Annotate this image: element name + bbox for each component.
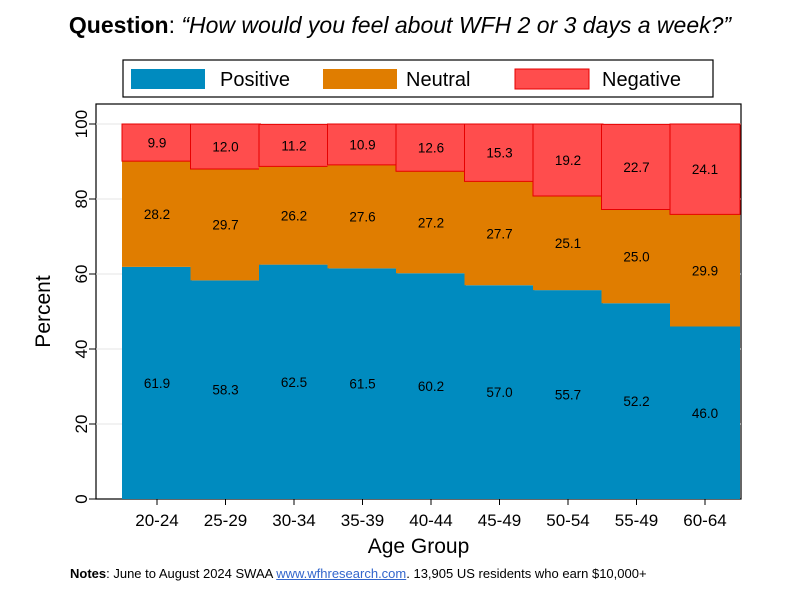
- y-tick-label: 100: [72, 110, 91, 138]
- y-tick-label: 60: [72, 265, 91, 284]
- y-tick-label: 0: [72, 494, 91, 503]
- data-label-neutral: 28.2: [144, 207, 170, 222]
- data-label-positive: 57.0: [486, 385, 512, 400]
- x-tick-label: 55-49: [615, 511, 658, 530]
- bar-segment-positive: [533, 290, 603, 499]
- bar-segment-positive: [327, 268, 398, 499]
- data-label-neutral: 27.2: [418, 215, 444, 230]
- bar-segment-neutral: [533, 196, 603, 291]
- data-label-positive: 61.5: [349, 377, 375, 392]
- legend-swatch-negative: [514, 68, 590, 90]
- x-tick-label: 25-29: [204, 511, 247, 530]
- legend-label-positive: Positive: [220, 69, 290, 91]
- data-label-positive: 58.3: [212, 383, 238, 398]
- data-label-negative: 12.6: [418, 141, 444, 156]
- bar-segment-positive: [464, 285, 535, 499]
- x-tick-label: 20-24: [135, 511, 178, 530]
- bar-segment-neutral: [259, 166, 329, 265]
- x-tick-label: 35-39: [341, 511, 384, 530]
- bar-segment-negative: [532, 123, 604, 197]
- chart-title: Question: “How would you feel about WFH …: [0, 12, 800, 39]
- x-tick-label: 45-49: [478, 511, 521, 530]
- legend-label-negative: Negative: [602, 69, 681, 91]
- x-tick-label: 40-44: [409, 511, 452, 530]
- data-label-negative: 24.1: [692, 162, 718, 177]
- bar-segment-negative: [258, 123, 330, 167]
- data-label-negative: 12.0: [212, 140, 238, 155]
- notes-label: Notes: [70, 566, 107, 581]
- data-label-negative: 11.2: [281, 138, 306, 153]
- x-axis-label: Age Group: [368, 535, 470, 558]
- data-label-positive: 62.5: [281, 375, 307, 390]
- x-tick-label: 50-54: [546, 511, 589, 530]
- bar-segment-negative: [121, 123, 193, 162]
- bar-segment-positive: [396, 273, 466, 499]
- legend-label-neutral: Neutral: [406, 69, 470, 91]
- notes-text-before: : June to August 2024 SWAA: [106, 566, 277, 581]
- bar-segment-positive: [122, 266, 192, 499]
- bar-segment-neutral: [396, 171, 466, 274]
- data-label-neutral: 27.6: [349, 210, 375, 225]
- title-colon: :: [168, 12, 182, 38]
- data-label-positive: 52.2: [623, 394, 649, 409]
- y-tick-label: 20: [72, 415, 91, 434]
- bar-segment-positive: [190, 280, 261, 499]
- data-label-negative: 19.2: [555, 153, 581, 168]
- bar-segment-positive: [259, 264, 329, 499]
- y-tick-label: 80: [72, 190, 91, 209]
- title-question: “How would you feel about WFH 2 or 3 day…: [181, 12, 732, 38]
- data-label-negative: 9.9: [148, 136, 167, 151]
- y-tick-label: 40: [72, 340, 91, 359]
- notes: Notes: June to August 2024 SWAA www.wfhr…: [70, 566, 647, 581]
- bar-segment-positive: [601, 303, 672, 499]
- data-label-negative: 15.3: [486, 146, 512, 161]
- data-label-neutral: 25.0: [623, 249, 649, 264]
- legend-box: [122, 59, 714, 98]
- data-label-neutral: 29.7: [212, 218, 238, 233]
- bar-segment-neutral: [464, 181, 535, 286]
- title-label: Question: [68, 12, 169, 38]
- data-label-neutral: 26.2: [281, 209, 307, 224]
- data-label-negative: 10.9: [349, 137, 375, 152]
- bar-segment-neutral: [327, 164, 398, 269]
- data-label-positive: 60.2: [418, 379, 444, 394]
- bar-segment-negative: [395, 123, 467, 172]
- x-tick-label: 30-34: [272, 511, 315, 530]
- data-label-positive: 46.0: [692, 406, 718, 421]
- bar-segment-positive: [670, 326, 740, 499]
- bar-segment-negative: [327, 123, 398, 166]
- y-axis-label: Percent: [32, 275, 55, 348]
- data-label-neutral: 25.1: [555, 236, 581, 251]
- data-label-positive: 61.9: [144, 376, 170, 391]
- bar-segment-neutral: [670, 214, 740, 327]
- data-label-neutral: 29.9: [692, 263, 718, 278]
- data-label-neutral: 27.7: [486, 226, 512, 241]
- data-label-negative: 22.7: [623, 160, 649, 175]
- bar-segment-negative: [464, 123, 535, 182]
- x-tick-label: 60-64: [683, 511, 726, 530]
- bar-segment-neutral: [601, 209, 672, 304]
- legend-swatch-neutral: [323, 69, 397, 89]
- bar-segment-negative: [669, 123, 741, 215]
- bar-segment-negative: [190, 123, 261, 170]
- notes-link[interactable]: www.wfhresearch.com: [276, 566, 407, 581]
- legend-swatch-positive: [131, 69, 205, 89]
- bar-segment-negative: [601, 123, 672, 210]
- notes-text-after: . 13,905 US residents who earn $10,000+: [406, 566, 647, 581]
- bar-segment-neutral: [122, 161, 192, 267]
- bar-segment-neutral: [190, 169, 261, 281]
- data-label-positive: 55.7: [555, 388, 581, 403]
